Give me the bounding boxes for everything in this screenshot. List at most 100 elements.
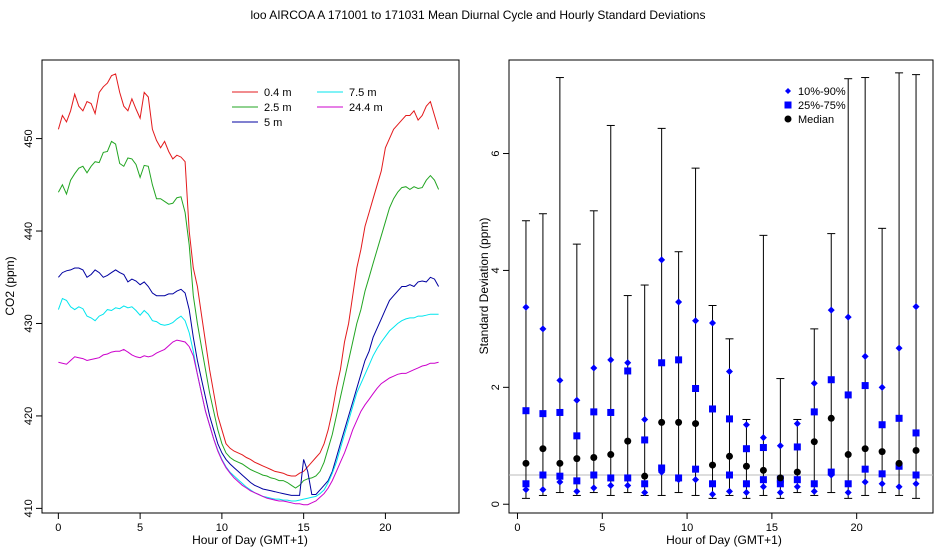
legend-label-4: 24.4 m [349, 102, 383, 114]
p90-marker [912, 303, 920, 311]
co2-series-line-2 [58, 267, 440, 496]
median-marker [912, 446, 920, 454]
hour-mark-group [708, 304, 717, 499]
p10-marker [912, 480, 920, 488]
left-plot-co2: 0 5 10 15 20 410 420 430 440 450 0.4 m 2.5 m 5 m 7.… [3, 59, 460, 547]
median-marker [776, 474, 784, 482]
left-y-axis: 410 420 430 440 450 [23, 129, 42, 518]
right-y-tick-label: 0 [490, 501, 502, 507]
left-x-tick-label: 5 [137, 522, 143, 534]
left-y-axis-label: CO2 (ppm) [3, 256, 17, 315]
p90-marker [776, 442, 784, 450]
p75-marker [793, 443, 801, 451]
right-x-tick-label: 0 [514, 522, 520, 534]
median-marker [624, 437, 632, 445]
hour-mark-group [725, 338, 734, 496]
hour-mark-group [776, 378, 785, 499]
co2-series-line-3 [57, 297, 439, 502]
p10-marker [759, 483, 767, 491]
p75-marker [861, 382, 869, 390]
p10-marker [709, 490, 717, 498]
right-x-axis: 0 5 10 15 20 [514, 513, 863, 534]
right-y-tick-label: 4 [490, 267, 502, 273]
p90-marker [709, 319, 717, 327]
p90-marker [539, 325, 547, 333]
right-x-tick-label: 5 [599, 522, 605, 534]
left-y-tick-label: 420 [23, 407, 35, 425]
p90-marker [556, 376, 564, 384]
p90-marker [742, 421, 750, 429]
hour-mark-group [538, 213, 547, 496]
right-y-axis-label: Standard Deviation (ppm) [477, 218, 491, 355]
co2-series-line-4 [58, 339, 439, 506]
p75-marker [895, 414, 903, 422]
hour-mark-group [606, 124, 615, 496]
p75-marker [725, 415, 733, 423]
p90-marker [895, 344, 903, 352]
stddev-marks [521, 72, 921, 499]
p25-marker [759, 476, 767, 484]
p75-marker [742, 445, 750, 453]
p75-marker [590, 408, 598, 416]
hour-mark-group [844, 78, 853, 499]
left-y-tick-label: 450 [23, 129, 35, 147]
p25-marker [590, 471, 598, 479]
p10-marker [793, 483, 801, 491]
hour-mark-group [521, 220, 530, 499]
left-x-tick-label: 0 [55, 522, 61, 534]
left-x-tick-label: 20 [379, 522, 391, 534]
hour-mark-group [572, 243, 581, 496]
median-marker [895, 459, 903, 467]
left-y-tick-label: 440 [23, 222, 35, 240]
p10-marker [556, 478, 564, 486]
median-marker [793, 468, 801, 476]
left-x-axis-label: Hour of Day (GMT+1) [192, 533, 308, 547]
hour-mark-group [589, 210, 598, 494]
median-marker [725, 452, 733, 460]
p75-marker [556, 408, 564, 416]
p25-marker [878, 470, 886, 478]
p10-marker [895, 483, 903, 491]
right-plot-stddev: 0 5 10 15 20 0 2 4 6 10%-90% 25%-75% Median Hour … [477, 59, 934, 547]
legend-label-0: 0.4 m [264, 87, 292, 99]
right-x-axis-label: Hour of Day (GMT+1) [666, 533, 782, 547]
hour-mark-group [912, 74, 921, 499]
p10-marker [641, 489, 649, 497]
p25-marker [844, 480, 852, 488]
median-marker [742, 462, 750, 470]
co2-legend: 0.4 m 2.5 m 5 m 7.5 m 24.4 m [232, 87, 383, 129]
left-x-tick-label: 15 [298, 522, 310, 534]
p10-marker [844, 489, 852, 497]
p10-marker [607, 482, 615, 490]
hour-mark-group [742, 418, 751, 499]
p25-marker [539, 471, 547, 479]
co2-series-line-1 [57, 140, 440, 489]
p75-marker [624, 367, 632, 375]
chart-title: loo AIRCOA A 171001 to 171031 Mean Diurn… [251, 8, 706, 22]
median-marker [573, 455, 581, 463]
p75-marker [878, 421, 886, 429]
co2-series-line-0 [57, 73, 440, 477]
legend-label-2: 5 m [264, 117, 282, 129]
p90-marker [810, 379, 818, 387]
p90-marker [692, 317, 700, 325]
p90-marker [878, 383, 886, 391]
p75-marker [692, 384, 700, 392]
left-x-tick-label: 10 [216, 522, 228, 534]
hour-mark-group [827, 233, 836, 494]
p10-marker [692, 476, 700, 484]
right-x-tick-label: 10 [681, 522, 693, 534]
median-marker [539, 445, 547, 453]
p25-marker [793, 476, 801, 484]
p75-marker [675, 356, 683, 364]
hour-mark-group [691, 167, 700, 496]
p75-marker [844, 391, 852, 399]
p25-marker [658, 464, 666, 472]
p25-marker [861, 465, 869, 473]
p75-marker [709, 405, 717, 413]
p90-marker [641, 415, 649, 423]
p75-marker [912, 429, 920, 437]
p90-marker [861, 352, 869, 360]
right-y-axis: 0 2 4 6 [490, 150, 509, 507]
